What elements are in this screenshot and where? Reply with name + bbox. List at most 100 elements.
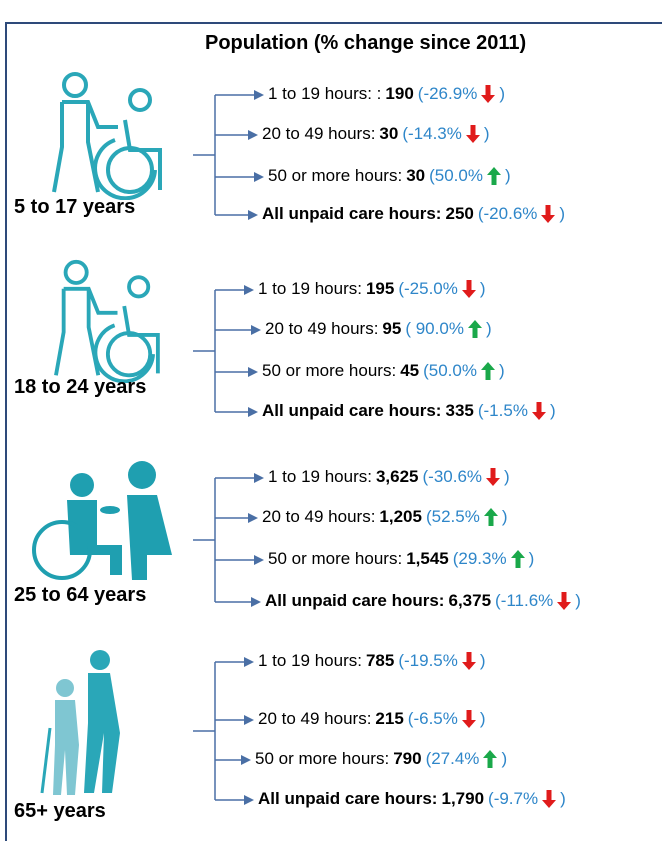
row: 1 to 19 hours: 195 (-25.0%)	[258, 279, 486, 299]
row-value: 45	[400, 361, 420, 380]
age-label: 65+ years	[14, 800, 106, 822]
row-label: 20 to 49 hours:	[265, 319, 379, 338]
row-value: 30	[406, 166, 426, 185]
age-label: 18 to 24 years	[14, 376, 147, 398]
row-value: 785	[365, 651, 395, 670]
row-label: 1 to 19 hours:	[258, 279, 362, 298]
arrow-shape	[480, 362, 495, 380]
arrow-up	[510, 550, 525, 568]
row-label: 1 to 19 hours: :	[268, 84, 382, 103]
arrow-shape	[461, 652, 476, 670]
paren: )	[528, 549, 535, 568]
row-value: 190	[385, 84, 414, 103]
row-label: 50 or more hours:	[255, 749, 390, 768]
paren: )	[501, 507, 508, 526]
row: 50 or more hours: 45 (50.0%)	[262, 361, 505, 381]
arrow-down	[461, 280, 476, 298]
row-value: 1,545	[406, 549, 449, 568]
arrow-shape	[486, 167, 501, 185]
arrowhead	[244, 715, 254, 725]
arrow-down	[465, 125, 480, 143]
arrowhead	[254, 473, 264, 483]
arrowhead	[251, 325, 261, 335]
arrow-shape	[486, 468, 501, 486]
paren: )	[560, 789, 566, 808]
arrow-down	[542, 790, 557, 808]
age-label: 5 to 17 years	[14, 196, 136, 218]
row-value: 215	[375, 709, 404, 728]
arrow-down	[541, 205, 556, 223]
row-change: (27.4%	[425, 749, 480, 768]
arrow-shape	[467, 320, 482, 338]
arrow-down	[461, 652, 476, 670]
arrowhead	[248, 513, 258, 523]
row: 50 or more hours: 790 (27.4%)	[255, 749, 507, 769]
arrow-up	[486, 167, 501, 185]
row: 20 to 49 hours: 30 (-14.3%)	[262, 124, 490, 144]
row-value: 790	[393, 749, 422, 768]
paren: )	[504, 467, 510, 486]
arrowhead	[251, 597, 261, 607]
row: All unpaid care hours: 335 (-1.5%)	[262, 401, 556, 421]
carer-icon	[52, 72, 162, 200]
paren: )	[479, 279, 486, 298]
paren: )	[501, 749, 508, 768]
row-label: 1 to 19 hours:	[258, 651, 362, 670]
arrow-up	[467, 320, 482, 338]
row-change: (-9.7%	[488, 789, 539, 808]
arrowhead	[248, 210, 258, 220]
row-change: (52.5%	[425, 507, 480, 526]
arrow-down	[531, 402, 546, 420]
row-change: (-26.9%	[417, 84, 478, 103]
row: 20 to 49 hours: 95( 90.0%)	[265, 319, 492, 339]
arrow-down	[557, 592, 572, 610]
row-change: (-6.5%	[407, 709, 458, 728]
arrow-shape	[461, 280, 476, 298]
paren: )	[499, 84, 505, 103]
row-change: (50.0%	[429, 166, 483, 185]
row-label: 20 to 49 hours:	[258, 709, 372, 728]
arrowhead	[244, 795, 254, 805]
frame	[5, 22, 662, 841]
row-value: 30	[379, 124, 399, 143]
arrow-shape	[483, 508, 498, 526]
row-change: (-19.5%	[398, 651, 458, 670]
wheelchair-icon	[32, 461, 172, 580]
row: 20 to 49 hours: 215 (-6.5%)	[258, 709, 486, 729]
arrow-up	[480, 362, 495, 380]
row-label: 50 or more hours:	[262, 361, 397, 380]
row-label: 50 or more hours:	[268, 166, 403, 185]
row-change: (29.3%	[452, 549, 507, 568]
row-value: 1,790	[441, 789, 485, 808]
arrowhead	[254, 172, 264, 182]
arrowhead	[244, 285, 254, 295]
paren: )	[504, 166, 511, 185]
row-change: (-1.5%	[477, 401, 528, 420]
row-change: (-20.6%	[477, 204, 538, 223]
row-label: All unpaid care hours:	[262, 204, 442, 223]
arrow-shape	[461, 710, 476, 728]
row-label: All unpaid care hours:	[258, 789, 438, 808]
row-value: 195	[365, 279, 395, 298]
paren: )	[575, 591, 581, 610]
row-change: (50.0%	[423, 361, 477, 380]
arrow-down	[481, 85, 496, 103]
arrow-shape	[541, 205, 556, 223]
paren: )	[479, 709, 486, 728]
arrow-shape	[510, 550, 525, 568]
row-value: 3,625	[375, 467, 419, 486]
row-value: 6,375	[448, 591, 492, 610]
arrow-shape	[557, 592, 572, 610]
paren: )	[549, 401, 556, 420]
paren: )	[479, 651, 486, 670]
arrowhead	[248, 367, 258, 377]
row-change: ( 90.0%	[405, 319, 464, 338]
row-change: (-14.3%	[402, 124, 462, 143]
row-value: 250	[445, 204, 474, 223]
row-change: (-25.0%	[398, 279, 458, 298]
arrowhead	[254, 555, 264, 565]
arrow-shape	[542, 790, 557, 808]
row: 50 or more hours: 1,545 (29.3%)	[268, 549, 534, 569]
row-label: All unpaid care hours:	[265, 591, 445, 610]
